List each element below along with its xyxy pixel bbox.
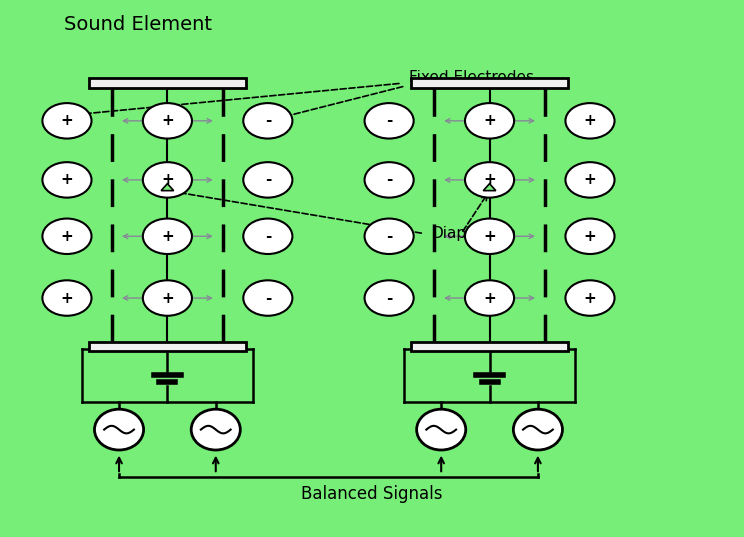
Bar: [411, 342, 568, 351]
Circle shape: [565, 280, 615, 316]
Text: +: +: [161, 229, 174, 244]
Text: +: +: [583, 172, 597, 187]
Circle shape: [243, 280, 292, 316]
Text: -: -: [386, 172, 392, 187]
Ellipse shape: [513, 409, 562, 450]
Text: -: -: [386, 229, 392, 244]
Circle shape: [465, 219, 514, 254]
Text: +: +: [483, 229, 496, 244]
Text: -: -: [265, 172, 271, 187]
Text: +: +: [483, 113, 496, 128]
Text: +: +: [483, 172, 496, 187]
Text: +: +: [60, 291, 74, 306]
Circle shape: [365, 219, 414, 254]
Text: +: +: [583, 229, 597, 244]
Circle shape: [42, 219, 92, 254]
Circle shape: [42, 280, 92, 316]
Text: -: -: [265, 291, 271, 306]
Circle shape: [42, 162, 92, 198]
Bar: [89, 342, 246, 351]
Text: Diaphragm: Diaphragm: [432, 226, 516, 241]
Text: -: -: [386, 113, 392, 128]
Ellipse shape: [191, 409, 240, 450]
Circle shape: [143, 219, 192, 254]
Ellipse shape: [94, 409, 144, 450]
Circle shape: [243, 103, 292, 139]
Text: +: +: [161, 113, 174, 128]
Text: +: +: [60, 113, 74, 128]
Circle shape: [465, 103, 514, 139]
Polygon shape: [161, 184, 173, 191]
Circle shape: [565, 103, 615, 139]
Circle shape: [365, 162, 414, 198]
Text: +: +: [60, 172, 74, 187]
Text: +: +: [483, 291, 496, 306]
Bar: [89, 78, 246, 88]
Circle shape: [565, 162, 615, 198]
Text: -: -: [386, 291, 392, 306]
Text: Fixed Electrodes: Fixed Electrodes: [409, 70, 534, 85]
Text: Sound Element: Sound Element: [64, 14, 211, 34]
Circle shape: [243, 219, 292, 254]
Circle shape: [365, 280, 414, 316]
Bar: [411, 78, 568, 88]
Circle shape: [42, 103, 92, 139]
Circle shape: [243, 162, 292, 198]
Circle shape: [143, 103, 192, 139]
Circle shape: [365, 103, 414, 139]
Text: +: +: [583, 291, 597, 306]
Text: +: +: [583, 113, 597, 128]
Circle shape: [143, 162, 192, 198]
Text: +: +: [60, 229, 74, 244]
Text: +: +: [161, 291, 174, 306]
Circle shape: [143, 280, 192, 316]
Circle shape: [465, 280, 514, 316]
Text: -: -: [265, 113, 271, 128]
Circle shape: [565, 219, 615, 254]
Text: Balanced Signals: Balanced Signals: [301, 485, 443, 503]
Polygon shape: [484, 184, 496, 191]
Circle shape: [465, 162, 514, 198]
Text: -: -: [265, 229, 271, 244]
Ellipse shape: [417, 409, 466, 450]
Text: +: +: [161, 172, 174, 187]
